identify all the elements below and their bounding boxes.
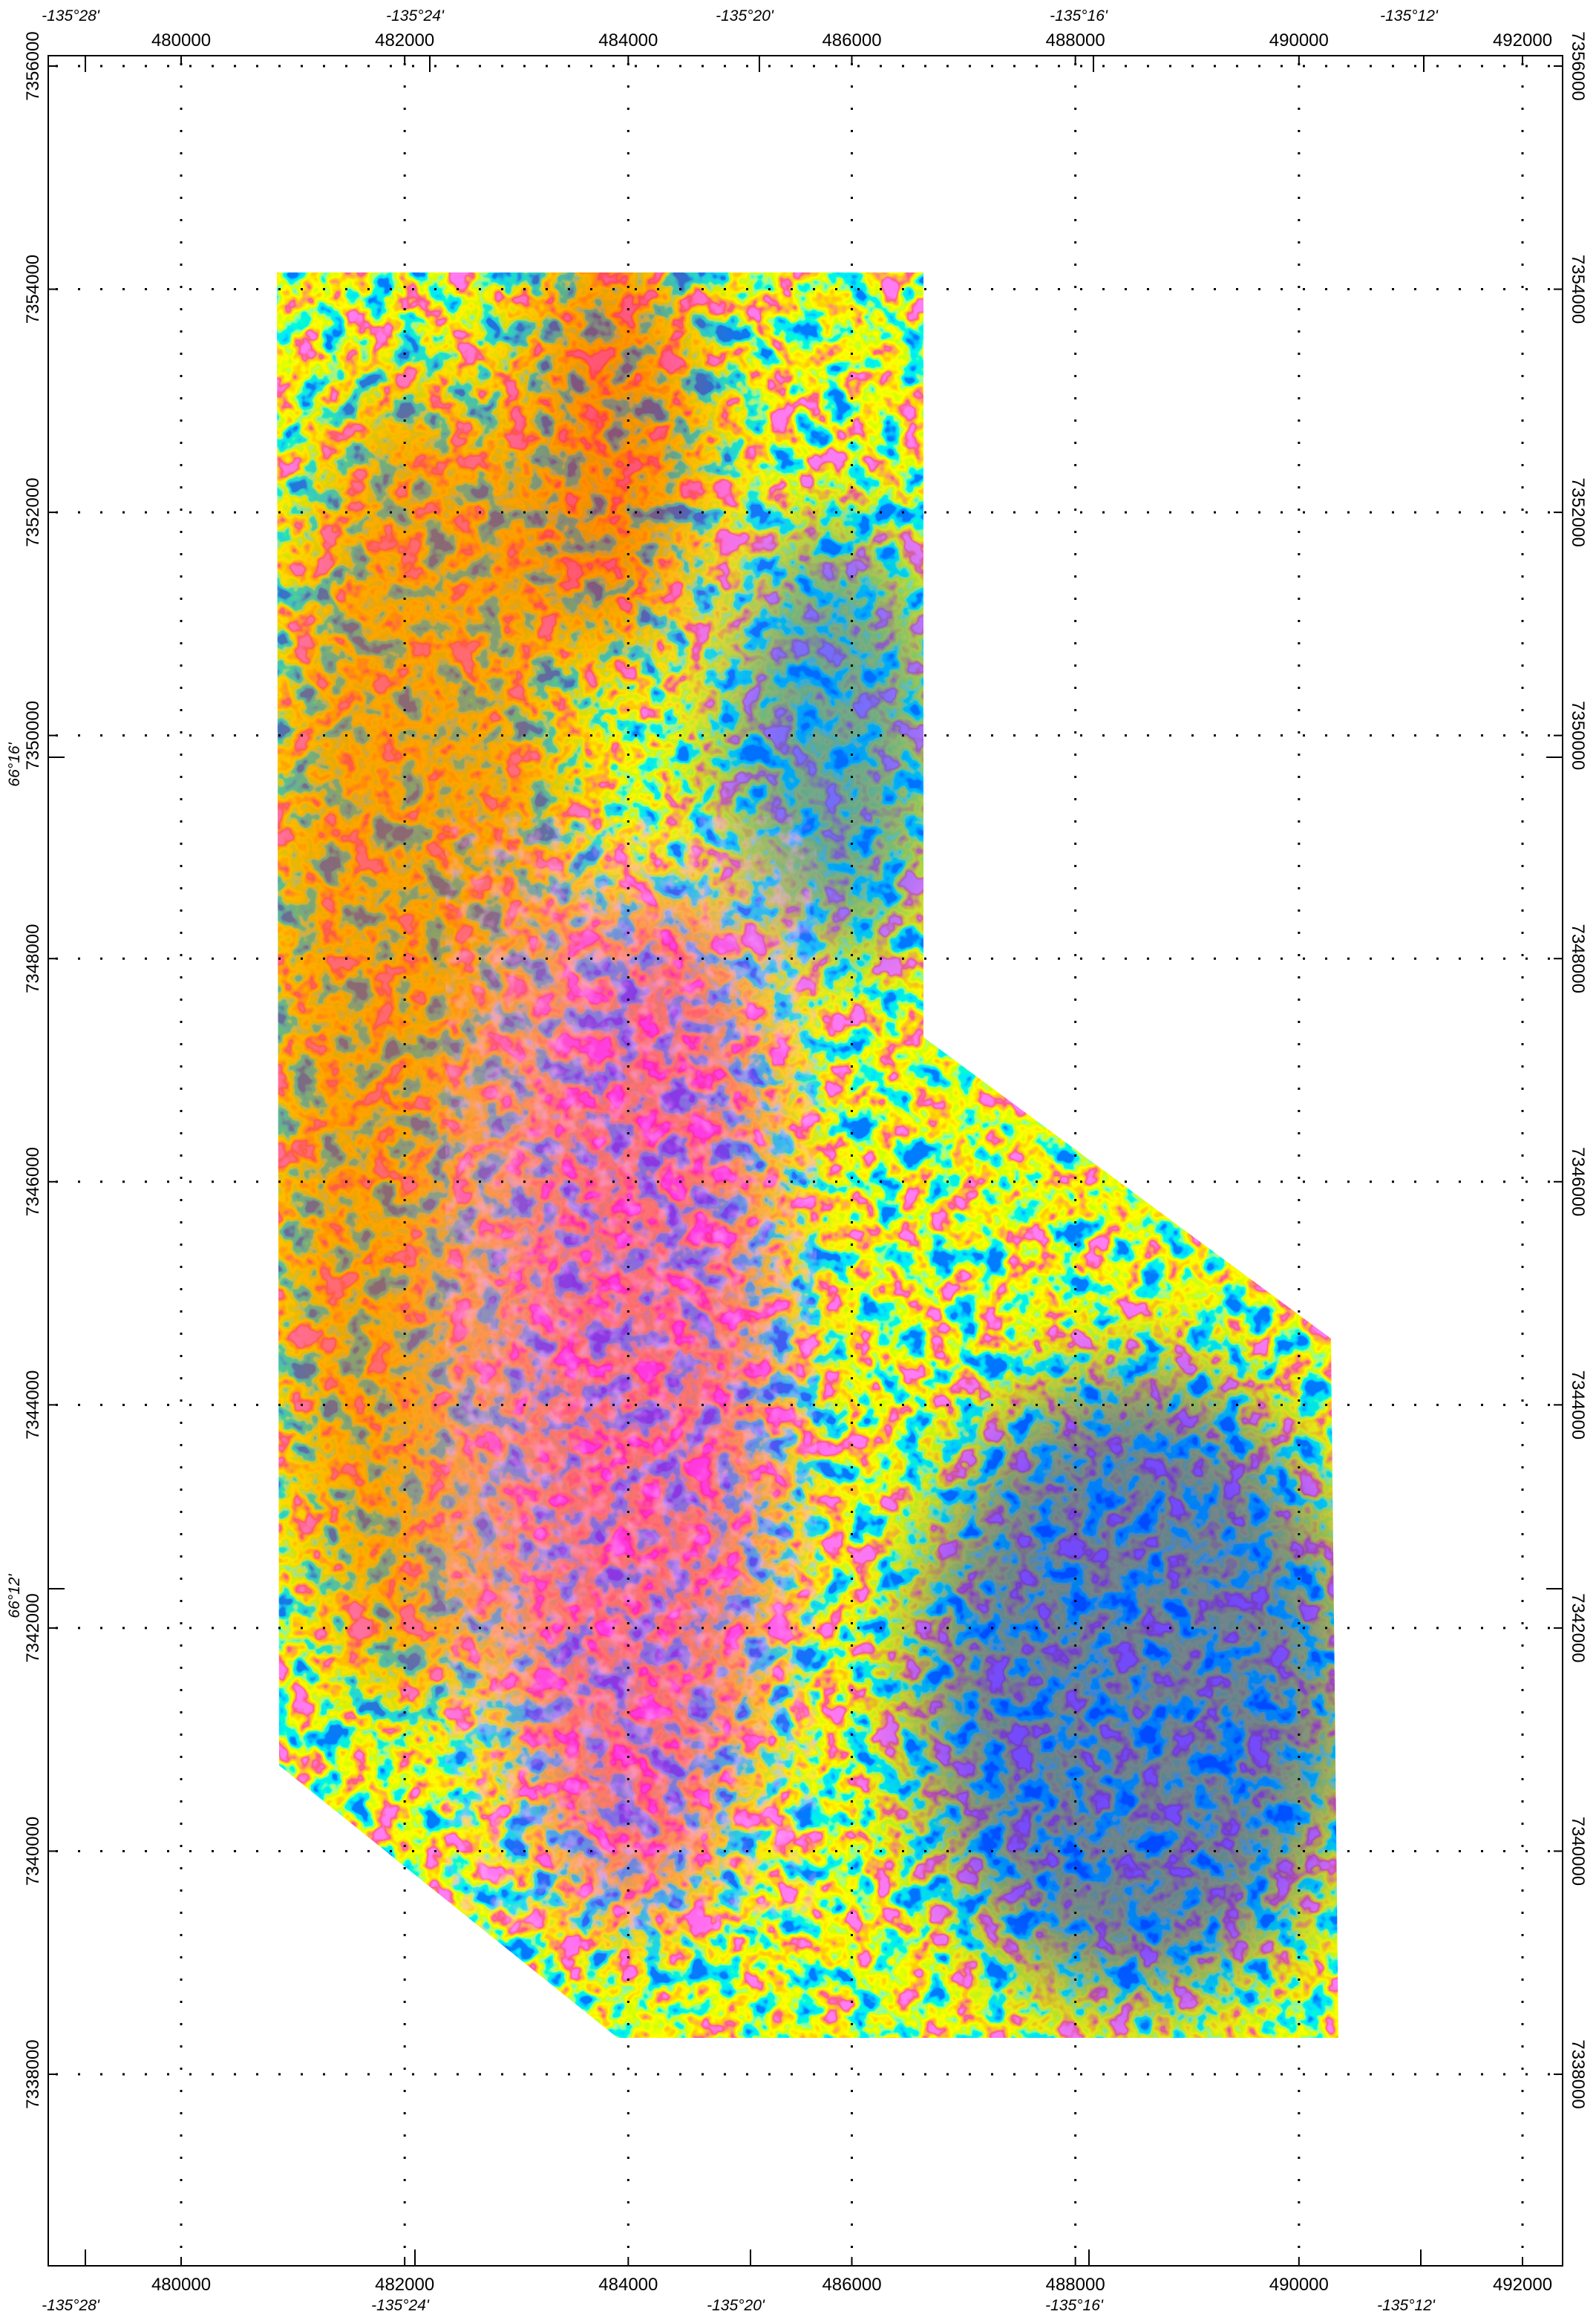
longitude-label: -135°12' <box>1380 7 1439 24</box>
northing-label: 7352000 <box>1568 477 1588 546</box>
longitude-label: -135°16' <box>1050 7 1108 24</box>
easting-label: 486000 <box>822 2275 881 2295</box>
easting-label: 480000 <box>151 30 211 50</box>
easting-label: 484000 <box>598 2275 658 2295</box>
northing-label: 7350000 <box>23 701 43 770</box>
northing-label: 7354000 <box>1568 255 1588 324</box>
northing-label: 7348000 <box>23 924 43 993</box>
easting-label: 492000 <box>1493 30 1552 50</box>
magnetic-raster <box>252 223 1358 2049</box>
easting-label: 480000 <box>151 2275 211 2295</box>
longitude-label: -135°12' <box>1377 2297 1436 2314</box>
northing-label: 7348000 <box>1568 924 1588 993</box>
easting-label: 484000 <box>598 30 658 50</box>
easting-label: 486000 <box>822 30 881 50</box>
longitude-label: -135°16' <box>1045 2297 1104 2314</box>
easting-label: 490000 <box>1269 30 1329 50</box>
longitude-label: -135°28' <box>42 2297 100 2314</box>
northing-label: 7338000 <box>1568 2039 1588 2108</box>
longitude-label: -135°20' <box>716 7 774 24</box>
northing-label: 7340000 <box>1568 1817 1588 1886</box>
easting-label: 488000 <box>1046 30 1105 50</box>
northing-label: 7344000 <box>1568 1370 1588 1440</box>
northing-label: 7344000 <box>23 1370 43 1440</box>
northing-label: 7354000 <box>23 255 43 324</box>
easting-label: 492000 <box>1493 2275 1552 2295</box>
latitude-label: 66°16' <box>6 742 23 786</box>
easting-label: 488000 <box>1046 2275 1105 2295</box>
map: 480000 480000 482000 482000 484000 484000 4860… <box>0 0 1596 2320</box>
easting-label: 482000 <box>375 30 434 50</box>
northing-label: 7342000 <box>23 1593 43 1662</box>
northing-label: 7352000 <box>23 477 43 546</box>
northing-label: 7340000 <box>23 1817 43 1886</box>
northing-label: 7346000 <box>23 1147 43 1216</box>
northing-label: 7356000 <box>1568 31 1588 100</box>
longitude-label: -135°28' <box>42 7 100 24</box>
longitude-label: -135°24' <box>371 2297 430 2314</box>
easting-label: 490000 <box>1269 2275 1329 2295</box>
longitude-label: -135°24' <box>386 7 445 24</box>
northing-label: 7350000 <box>1568 701 1588 770</box>
latitude-label: 66°12' <box>6 1573 23 1618</box>
northing-label: 7338000 <box>23 2039 43 2108</box>
northing-label: 7342000 <box>1568 1593 1588 1662</box>
easting-label: 482000 <box>375 2275 434 2295</box>
northing-label: 7356000 <box>23 31 43 100</box>
longitude-label: -135°20' <box>707 2297 765 2314</box>
northing-label: 7346000 <box>1568 1147 1588 1216</box>
